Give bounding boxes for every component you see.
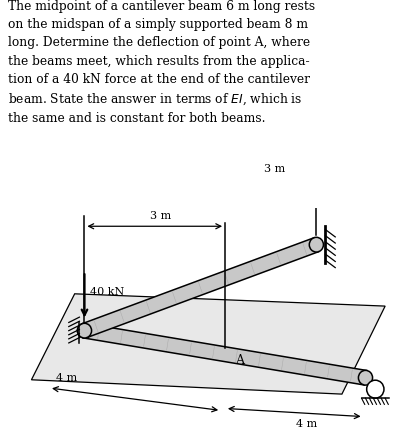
Polygon shape bbox=[83, 323, 367, 385]
Polygon shape bbox=[82, 238, 319, 338]
Text: 3 m: 3 m bbox=[264, 164, 285, 174]
Text: The midpoint of a cantilever beam 6 m long rests
on the midspan of a simply supp: The midpoint of a cantilever beam 6 m lo… bbox=[8, 0, 315, 125]
Text: A: A bbox=[235, 354, 244, 367]
Text: 3 m: 3 m bbox=[150, 211, 171, 221]
Text: 4 m: 4 m bbox=[56, 373, 77, 383]
Circle shape bbox=[77, 323, 92, 338]
Circle shape bbox=[367, 380, 384, 398]
Circle shape bbox=[309, 237, 323, 252]
Text: 40 kN: 40 kN bbox=[90, 287, 125, 297]
Circle shape bbox=[358, 370, 373, 385]
Circle shape bbox=[77, 323, 92, 338]
Polygon shape bbox=[31, 294, 385, 394]
Text: 4 m: 4 m bbox=[296, 420, 318, 430]
